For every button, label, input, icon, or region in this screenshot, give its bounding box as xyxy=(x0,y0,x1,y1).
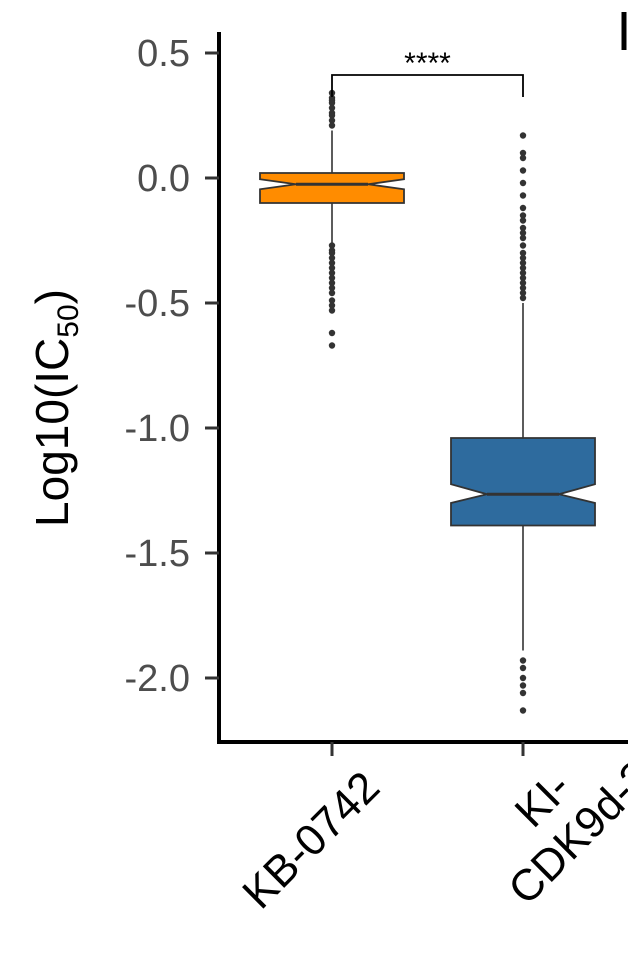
outlier-point xyxy=(519,254,527,262)
outlier-point xyxy=(519,682,527,689)
outlier-point xyxy=(519,234,527,242)
outlier-point xyxy=(519,179,527,187)
significance-label: **** xyxy=(404,47,451,80)
x-tick-label-line: CDK9d-32 xyxy=(499,734,628,914)
outlier-point xyxy=(328,329,336,337)
outlier-point xyxy=(328,302,336,309)
y-tick-label: -1.0 xyxy=(125,408,190,450)
y-tick-label: -1.5 xyxy=(125,533,190,575)
outlier-point xyxy=(328,104,336,112)
outlier-point xyxy=(519,657,527,664)
y-tick-label: -0.5 xyxy=(125,283,190,325)
outlier-point xyxy=(519,167,527,174)
x-tick-label: KB-0742 xyxy=(233,762,389,918)
y-tick-label: 0.5 xyxy=(137,33,190,75)
outlier-point xyxy=(328,307,336,314)
x-ticks: KB-0742 KI-CDK9d-32 xyxy=(233,699,628,918)
y-axis-label: Log10(IC50) xyxy=(26,289,85,527)
outlier-point xyxy=(519,249,527,257)
box-body xyxy=(259,172,405,204)
outlier-point xyxy=(519,242,527,249)
outlier-point xyxy=(519,689,527,697)
y-ticks: 0.5 0.0 -0.5 -1.0 -1.5 -2.0 xyxy=(125,33,219,700)
outlier-point xyxy=(519,204,527,212)
outlier-point xyxy=(519,264,527,272)
outlier-point xyxy=(328,342,336,349)
outlier-point xyxy=(519,284,527,292)
outlier-point xyxy=(519,149,527,157)
outlier-point xyxy=(328,99,336,107)
outlier-point xyxy=(328,297,336,304)
outlier-point xyxy=(328,284,336,292)
outlier-point xyxy=(519,289,527,297)
outlier-point xyxy=(328,279,336,287)
outlier-point xyxy=(519,224,527,232)
x-tick-label-line: KB-0742 xyxy=(233,762,389,918)
y-tick-label: -2.0 xyxy=(125,658,190,700)
outlier-point xyxy=(328,274,336,282)
box-body xyxy=(450,437,596,527)
outlier-point xyxy=(519,154,527,162)
outlier-point xyxy=(519,294,527,302)
outlier-point xyxy=(519,229,527,237)
significance-bracket: **** xyxy=(331,47,524,97)
outlier-point xyxy=(519,664,527,672)
x-tick-label: KI-CDK9d-32 xyxy=(464,699,628,914)
outlier-point xyxy=(519,274,527,282)
outlier-point xyxy=(519,217,527,224)
outlier-point xyxy=(519,259,527,267)
y-axis-label-main: Log10(IC xyxy=(26,338,78,527)
outlier-point xyxy=(328,122,336,129)
y-axis-label-subscript: 50 xyxy=(52,304,85,337)
plot-area xyxy=(259,89,596,714)
outlier-point xyxy=(328,249,336,257)
outlier-point xyxy=(519,279,527,287)
outlier-point xyxy=(328,264,336,272)
outlier-point xyxy=(328,269,336,277)
box-group xyxy=(450,132,596,714)
outlier-point xyxy=(328,117,336,124)
outlier-point xyxy=(328,254,336,262)
outlier-point xyxy=(328,289,336,297)
outlier-point xyxy=(519,132,527,139)
outlier-point xyxy=(519,707,527,714)
outlier-point xyxy=(519,269,527,277)
box-group xyxy=(259,89,405,349)
significance-line xyxy=(331,74,524,97)
outlier-point xyxy=(519,212,527,219)
y-tick-label: 0.0 xyxy=(137,158,190,200)
outlier-point xyxy=(328,112,336,119)
outlier-point xyxy=(519,192,527,199)
outlier-point xyxy=(328,242,336,249)
y-axis-label-close: ) xyxy=(26,289,78,304)
outlier-point xyxy=(519,674,527,682)
outlier-point xyxy=(328,259,336,267)
